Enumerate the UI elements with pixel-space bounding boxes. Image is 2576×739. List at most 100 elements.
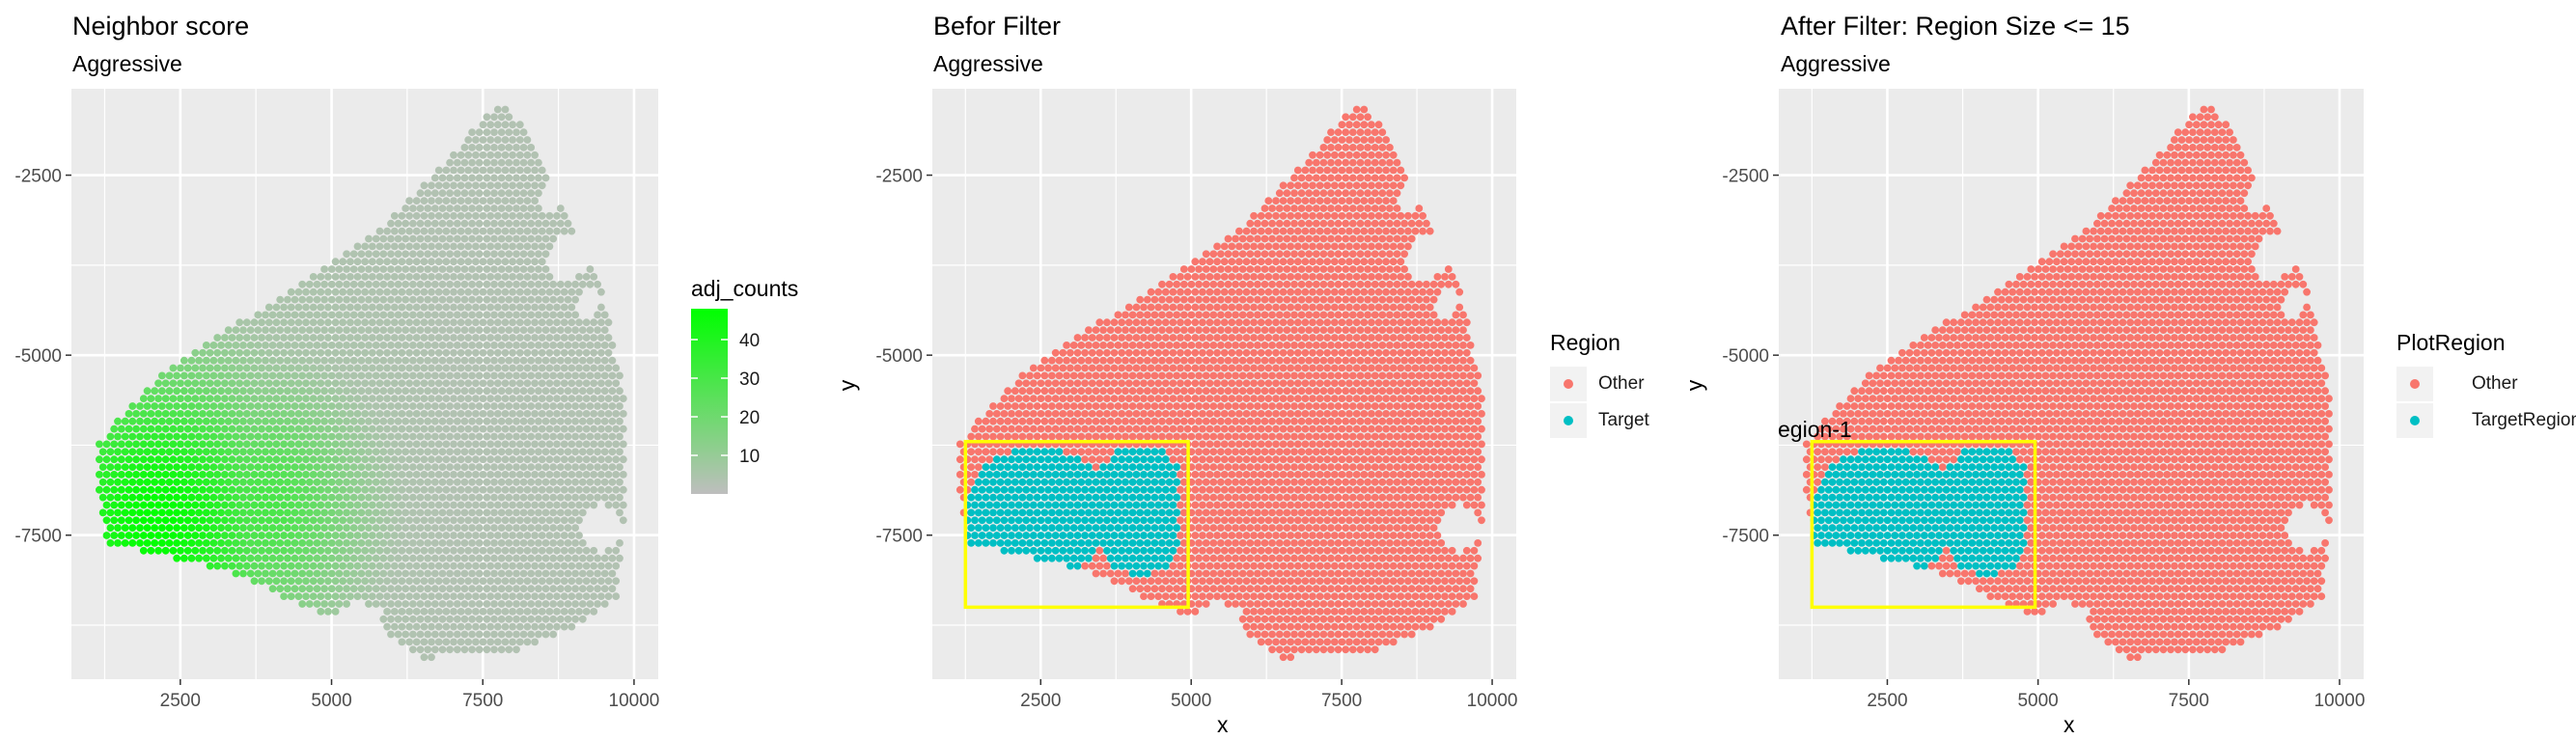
data-point: [317, 561, 325, 570]
data-point: [209, 554, 218, 562]
data-point: [428, 592, 435, 600]
data-point: [202, 554, 210, 562]
data-point: [428, 653, 435, 662]
data-point: [486, 532, 495, 539]
data-point: [335, 524, 344, 532]
data-point: [428, 532, 435, 539]
data-point: [280, 592, 288, 600]
data-point: [143, 524, 152, 532]
data-point: [331, 577, 340, 586]
data-point: [206, 546, 214, 555]
data-point: [560, 561, 568, 570]
data-point: [387, 600, 395, 608]
data-point: [545, 577, 554, 586]
data-point: [556, 615, 565, 623]
data-point: [169, 532, 178, 539]
data-point: [531, 546, 539, 555]
data-point: [475, 630, 484, 639]
data-point: [331, 608, 340, 616]
data-point: [239, 569, 247, 578]
data-point: [564, 615, 572, 623]
data-point: [284, 585, 291, 593]
data-point: [280, 546, 288, 555]
data-point: [505, 524, 513, 532]
data-point: [519, 539, 528, 547]
data-point: [608, 569, 617, 578]
data-point: [468, 615, 476, 623]
data-point: [154, 532, 163, 539]
data-point: [280, 532, 288, 539]
data-point: [390, 546, 399, 555]
data-point: [264, 516, 273, 525]
data-point: [361, 546, 370, 555]
data-point: [262, 554, 269, 562]
data-point: [450, 532, 457, 539]
data-point: [586, 585, 595, 593]
data-point: [438, 600, 447, 608]
data-point: [527, 569, 536, 578]
data-point: [575, 546, 583, 555]
data-point: [442, 561, 451, 570]
data-point: [594, 569, 601, 578]
data-point: [291, 585, 299, 593]
data-point: [616, 539, 623, 547]
data-point: [405, 622, 413, 631]
data-point: [405, 546, 413, 555]
data-point: [324, 592, 332, 600]
data-point: [346, 577, 354, 586]
data-point: [600, 569, 609, 578]
data-point: [305, 569, 314, 578]
data-point: [490, 645, 498, 654]
data-point: [501, 532, 510, 539]
data-point: [486, 592, 495, 600]
data-point: [335, 600, 344, 608]
data-point: [479, 638, 487, 646]
data-point: [475, 585, 484, 593]
data-point: [125, 532, 133, 539]
data-point: [387, 615, 395, 623]
data-point: [387, 539, 395, 547]
data-point: [556, 554, 565, 562]
data-point: [305, 554, 314, 562]
data-point: [571, 615, 579, 623]
data-point: [597, 577, 605, 586]
data-point: [206, 532, 214, 539]
data-point: [428, 638, 435, 646]
data-point: [361, 577, 370, 586]
data-point: [331, 532, 340, 539]
data-point: [276, 585, 285, 593]
data-point: [535, 585, 542, 593]
data-point: [438, 554, 447, 562]
data-point: [523, 608, 532, 616]
data-point: [217, 539, 226, 547]
data-point: [383, 608, 391, 616]
data-point: [335, 539, 344, 547]
data-point: [327, 524, 336, 532]
data-point: [372, 539, 380, 547]
data-point: [483, 569, 491, 578]
data-point: [472, 546, 480, 555]
data-point: [490, 600, 498, 608]
panel-title: Neighbor score: [72, 12, 250, 41]
data-point: [320, 585, 328, 593]
data-point: [390, 608, 399, 616]
data-point: [206, 561, 214, 570]
data-point: [320, 524, 328, 532]
data-point: [343, 539, 350, 547]
data-point: [475, 524, 484, 532]
data-point: [221, 532, 229, 539]
data-point: [102, 516, 111, 525]
data-point: [276, 524, 285, 532]
data-point: [302, 532, 310, 539]
data-point: [497, 645, 506, 654]
data-point: [497, 554, 506, 562]
data-point: [509, 532, 516, 539]
data-point: [409, 630, 417, 639]
data-point: [217, 524, 226, 532]
data-point: [128, 524, 137, 532]
data-point: [235, 532, 244, 539]
data-point: [327, 585, 336, 593]
data-point: [424, 600, 432, 608]
data-point: [405, 532, 413, 539]
data-point: [317, 532, 325, 539]
